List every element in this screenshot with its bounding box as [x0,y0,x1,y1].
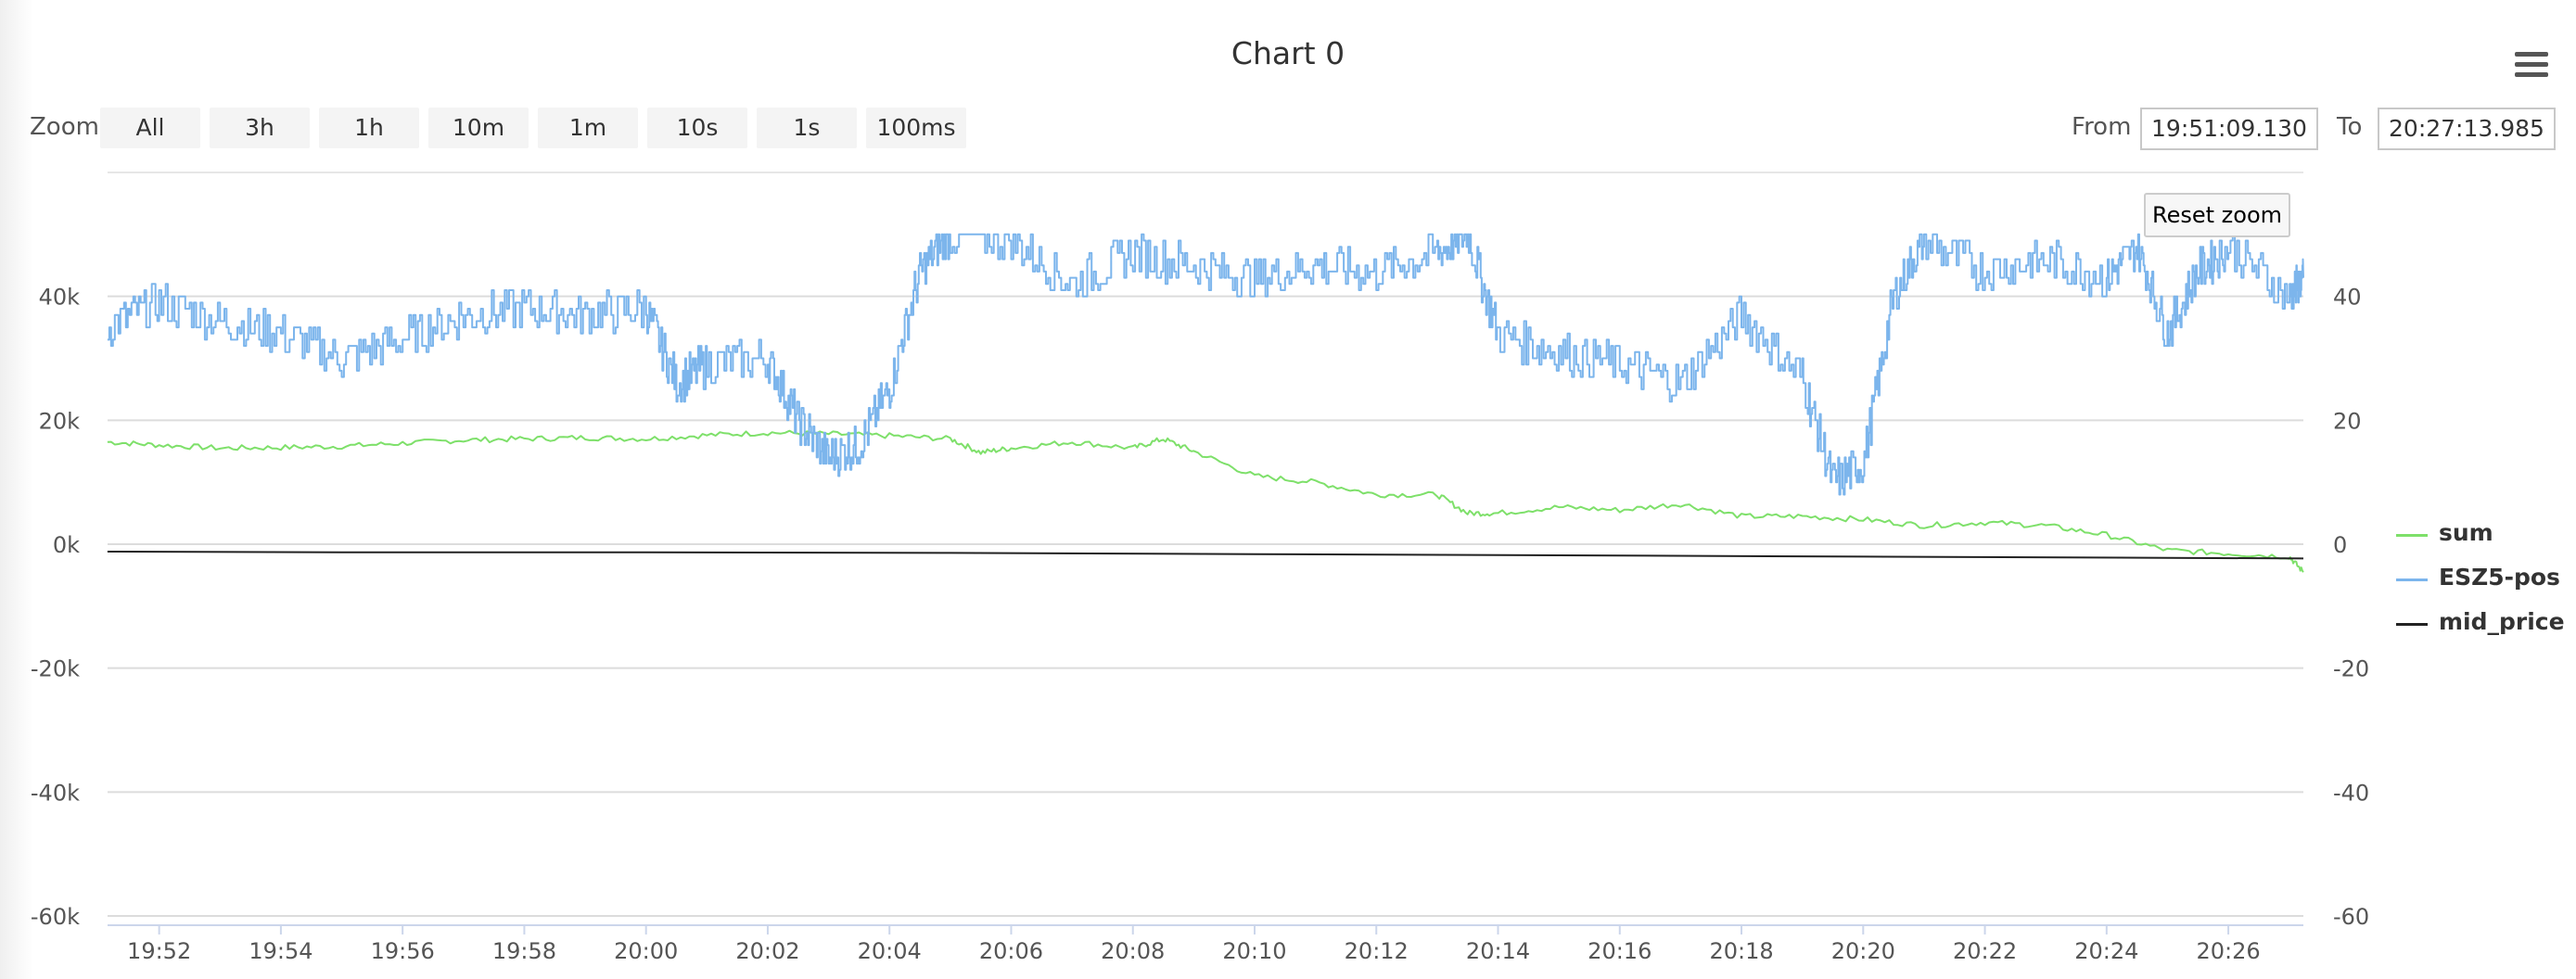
x-tick-label: 20:00 [614,938,678,964]
series-line-esz5-pos [107,233,2304,496]
legend-label-sum: sum [2439,519,2493,546]
legend-label-esz5-pos: ESZ5-pos [2439,564,2560,591]
x-tick-label: 19:58 [492,938,556,964]
y-right-tick-label: 40 [2333,285,2362,311]
x-tick-label: 20:26 [2196,938,2260,964]
zoom-1h-button[interactable]: 1h [319,108,419,148]
zoom-100ms-button[interactable]: 100ms [866,108,966,148]
x-tick-label: 20:12 [1345,938,1409,964]
x-tick-label: 20:16 [1588,938,1651,964]
y-right-tick-label: -60 [2333,904,2369,930]
legend-swatch-esz5-pos [2396,578,2428,581]
legend-swatch-sum [2396,534,2428,537]
hamburger-menu-icon[interactable] [2515,52,2548,80]
x-tick-label: 19:54 [249,938,312,964]
series-line-sum [107,429,2304,573]
y-right-tick-label: 20 [2333,408,2362,434]
legend-label-mid-price: mid_price [2439,608,2565,635]
x-tick-label: 20:04 [858,938,922,964]
x-tick-label: 20:24 [2074,938,2138,964]
zoom-3h-button[interactable]: 3h [210,108,310,148]
y-left-tick-label: 20k [39,408,81,434]
y-left-tick-label: 40k [39,285,81,311]
x-tick-label: 20:20 [1831,938,1895,964]
zoom-10s-button[interactable]: 10s [647,108,747,148]
chart-title: Chart 0 [1231,35,1345,71]
x-tick-label: 20:14 [1466,938,1530,964]
y-left-tick-label: -60k [31,904,80,930]
zoom-1s-button[interactable]: 1s [757,108,857,148]
zoom-label: Zoom [30,113,99,141]
x-tick-label: 19:56 [371,938,435,964]
to-date-input[interactable]: 20:27:13.985 [2378,108,2556,150]
to-label: To [2337,113,2363,141]
zoom-1m-button[interactable]: 1m [538,108,638,148]
y-right-tick-label: -20 [2333,656,2369,682]
zoom-10m-button[interactable]: 10m [428,108,529,148]
x-tick-label: 20:06 [979,938,1043,964]
x-tick-label: 20:18 [1709,938,1773,964]
series-line-mid-price [107,551,2304,560]
x-tick-label: 20:22 [1953,938,2017,964]
y-left-tick-label: -40k [31,780,80,806]
zoom-all-button[interactable]: All [100,108,200,148]
y-right-tick-label: -40 [2333,780,2369,806]
y-left-tick-label: 0k [53,532,80,558]
x-tick-label: 20:08 [1101,938,1165,964]
left-edge-shadow [0,0,33,979]
y-left-tick-label: -20k [31,656,80,682]
from-label: From [2072,113,2132,141]
x-tick-label: 20:10 [1222,938,1286,964]
from-date-input[interactable]: 19:51:09.130 [2140,108,2318,150]
reset-zoom-button[interactable]: Reset zoom [2144,193,2290,237]
x-tick-label: 19:52 [127,938,191,964]
legend-swatch-mid-price [2396,623,2428,626]
y-right-tick-label: 0 [2333,532,2347,558]
x-tick-label: 20:02 [735,938,799,964]
